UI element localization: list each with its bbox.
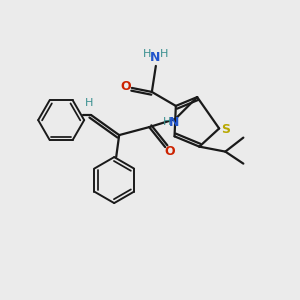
- Text: N: N: [169, 116, 179, 129]
- Text: H: H: [85, 98, 93, 108]
- Text: H: H: [143, 49, 151, 59]
- Text: S: S: [220, 123, 230, 136]
- Text: O: O: [121, 80, 131, 93]
- Text: O: O: [165, 145, 175, 158]
- Text: H: H: [163, 117, 171, 127]
- Text: H: H: [160, 49, 168, 59]
- Text: N: N: [150, 51, 160, 64]
